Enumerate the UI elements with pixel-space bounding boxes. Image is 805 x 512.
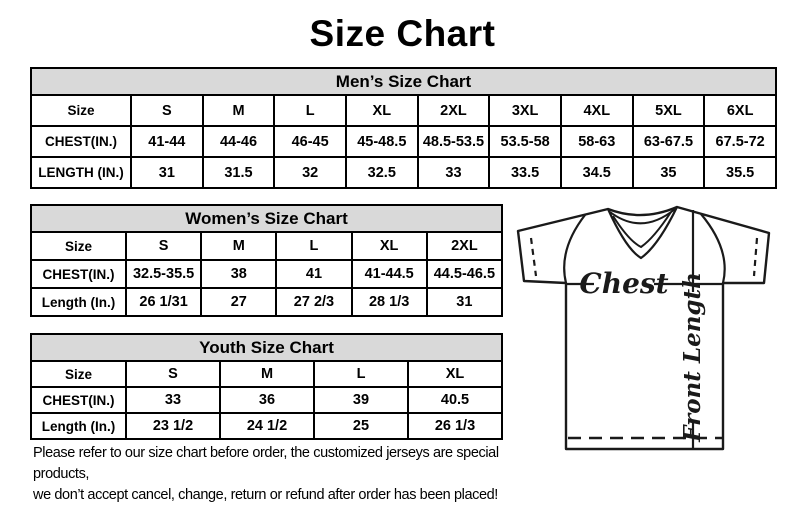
youth-cell: 25 [313, 412, 409, 440]
mens-table-row-1: CHEST(IN.) 41-44 44-46 46-45 45-48.5 48.5-53.… [30, 125, 777, 158]
collar-outer-v [606, 206, 678, 260]
youth-cell: 23 1/2 [125, 412, 221, 440]
mens-cell: 3XL [488, 94, 562, 127]
mens-cell: 46-45 [273, 125, 347, 158]
youth-table-header-row: Youth Size Chart [30, 333, 503, 362]
mens-table-row-2: LENGTH (IN.) 31 31.5 32 32.5 33 33.5 34.5 35 35.5 [30, 156, 777, 189]
youth-cell: 26 1/3 [407, 412, 503, 440]
womens-cell: XL [350, 231, 428, 261]
right-sleeve-seam [700, 213, 726, 284]
mens-cell: 6XL [703, 94, 777, 127]
left-sleeve-seam [563, 214, 586, 284]
womens-cell: 38 [200, 259, 278, 289]
tshirt-icon: Chest Front Length [516, 205, 771, 451]
womens-table-row-1: CHEST(IN.) 32.5-35.5 38 41 41-44.5 44.5-46.5 [30, 259, 504, 289]
order-policy-line2: we don’t accept cancel, change, return o… [33, 487, 498, 503]
youth-cell: M [219, 360, 315, 388]
womens-cell: 31 [425, 287, 504, 317]
order-policy-note: Please refer to our size chart before or… [33, 443, 533, 506]
womens-cell: 27 [200, 287, 278, 317]
youth-row-label: Size [30, 360, 127, 388]
womens-table-row-0: Size S M L XL 2XL [30, 231, 504, 261]
mens-cell: 4XL [559, 94, 634, 127]
youth-cell: 24 1/2 [219, 412, 315, 440]
youth-cell: 36 [219, 386, 315, 414]
womens-row-label: Size [30, 231, 127, 261]
womens-table-title: Women’s Size Chart [30, 204, 503, 233]
mens-table-title: Men’s Size Chart [30, 67, 777, 96]
mens-cell: 45-48.5 [344, 125, 419, 158]
mens-cell: 48.5-53.5 [416, 125, 491, 158]
mens-cell: 35 [631, 156, 706, 189]
front-length-label: Front Length [679, 272, 706, 443]
mens-cell: 31 [130, 156, 204, 189]
mens-size-table: Men’s Size Chart Size S M L XL 2XL 3XL 4XL 5XL 6X… [30, 67, 777, 189]
womens-row-label: Length (In.) [30, 287, 127, 317]
youth-cell: L [313, 360, 409, 388]
mens-table-header-row: Men’s Size Chart [30, 67, 777, 96]
youth-row-label: CHEST(IN.) [30, 386, 127, 414]
womens-cell: M [200, 231, 278, 261]
womens-cell: 27 2/3 [275, 287, 353, 317]
chest-label: Chest [579, 267, 668, 300]
womens-cell: 44.5-46.5 [425, 259, 504, 289]
womens-cell: 26 1/31 [124, 287, 203, 317]
womens-cell: S [124, 231, 203, 261]
womens-cell: 41-44.5 [350, 259, 428, 289]
mens-cell: 53.5-58 [488, 125, 562, 158]
womens-cell: 41 [275, 259, 353, 289]
mens-cell: 41-44 [130, 125, 204, 158]
womens-size-table: Women’s Size Chart Size S M L XL 2XL CHEST(IN.… [30, 204, 504, 317]
womens-cell: 28 1/3 [350, 287, 428, 317]
order-policy-line1: Please refer to our size chart before or… [33, 445, 499, 482]
mens-cell: 44-46 [201, 125, 276, 158]
youth-cell: XL [407, 360, 503, 388]
mens-cell: L [273, 94, 347, 127]
mens-cell: XL [344, 94, 419, 127]
youth-table-row-2: Length (In.) 23 1/2 24 1/2 25 26 1/3 [30, 412, 503, 440]
mens-cell: 31.5 [201, 156, 276, 189]
mens-cell: 2XL [416, 94, 491, 127]
mens-cell: 67.5-72 [703, 125, 777, 158]
youth-cell: 39 [313, 386, 409, 414]
mens-cell: S [130, 94, 204, 127]
womens-cell: L [275, 231, 353, 261]
youth-table-title: Youth Size Chart [30, 333, 503, 362]
mens-row-label: CHEST(IN.) [30, 125, 132, 158]
mens-cell: 34.5 [559, 156, 634, 189]
womens-cell: 32.5-35.5 [124, 259, 203, 289]
youth-cell: 33 [125, 386, 221, 414]
youth-cell: S [125, 360, 221, 388]
collar-inner-v [612, 211, 672, 249]
youth-row-label: Length (In.) [30, 412, 127, 440]
mens-cell: 32 [273, 156, 347, 189]
page-title: Size Chart [309, 13, 496, 54]
youth-table-row-0: Size S M L XL [30, 360, 503, 388]
mens-cell: 32.5 [344, 156, 419, 189]
mens-cell: 63-67.5 [631, 125, 706, 158]
mens-cell: M [201, 94, 276, 127]
mens-cell: 5XL [631, 94, 706, 127]
youth-size-table: Youth Size Chart Size S M L XL CHEST(IN.) 33 36… [30, 333, 503, 440]
youth-table-row-1: CHEST(IN.) 33 36 39 40.5 [30, 386, 503, 414]
mens-cell: 33.5 [488, 156, 562, 189]
mens-cell: 58-63 [559, 125, 634, 158]
youth-cell: 40.5 [407, 386, 503, 414]
womens-cell: 2XL [425, 231, 504, 261]
mens-row-label: LENGTH (IN.) [30, 156, 132, 189]
tshirt-outline [516, 205, 771, 451]
mens-table-row-0: Size S M L XL 2XL 3XL 4XL 5XL 6XL [30, 94, 777, 127]
mens-row-label: Size [30, 94, 132, 127]
womens-table-row-2: Length (In.) 26 1/31 27 27 2/3 28 1/3 31 [30, 287, 504, 317]
womens-table-header-row: Women’s Size Chart [30, 204, 503, 233]
jersey-measurement-diagram: Chest Front Length [505, 193, 805, 461]
mens-cell: 33 [416, 156, 491, 189]
womens-row-label: CHEST(IN.) [30, 259, 127, 289]
mens-cell: 35.5 [703, 156, 777, 189]
